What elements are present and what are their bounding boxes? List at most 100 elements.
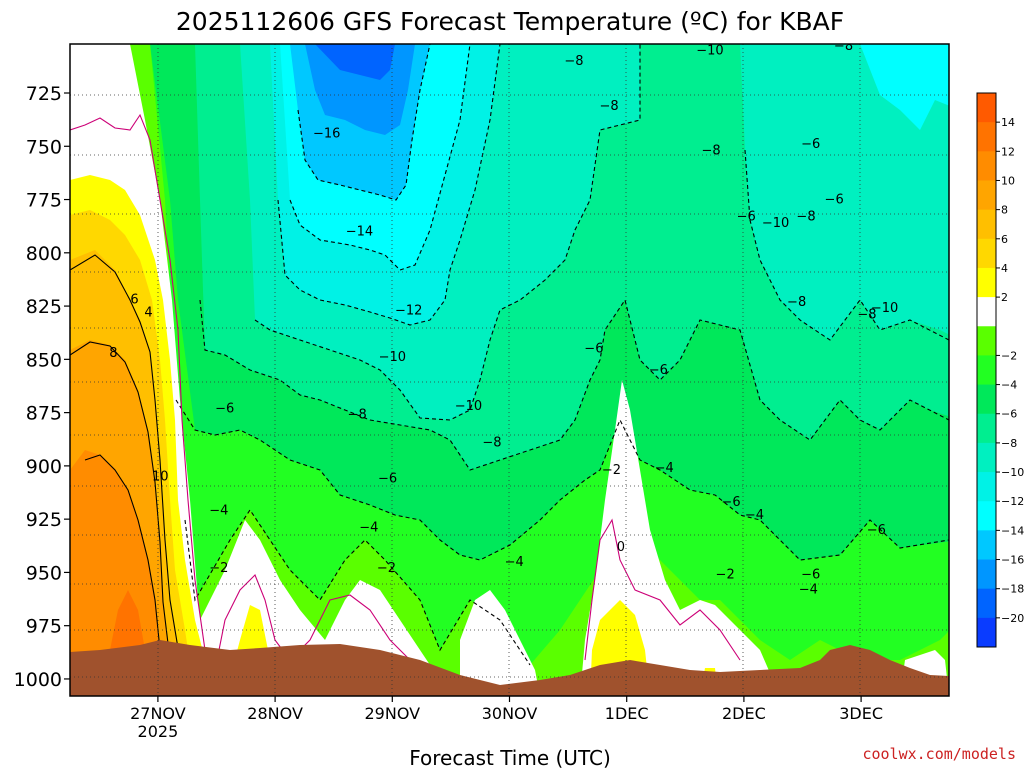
- colorbar-frame: [976, 92, 997, 648]
- colorbar-swatch: [977, 588, 996, 619]
- contour-label: −4: [505, 555, 524, 570]
- colorbar-tick-label: 2: [1001, 291, 1008, 304]
- y-tick-label: 850: [26, 349, 62, 371]
- colorbar-swatch: [977, 267, 996, 298]
- contour-label: −6: [721, 495, 740, 510]
- contour-minus-8-line: [254, 44, 641, 421]
- y-tick-label: 950: [26, 562, 62, 584]
- contour-label: −6: [215, 401, 234, 416]
- contour-label: −2: [209, 561, 228, 576]
- contour-label: −6: [825, 193, 844, 208]
- colorbar-tick-label: −8: [1001, 437, 1017, 450]
- colorbar-swatch: [977, 617, 996, 648]
- contour-lines: [70, 44, 949, 681]
- contour-minus-16-line: [297, 44, 431, 201]
- contour-label: −6: [737, 210, 756, 225]
- contour-label: −16: [313, 126, 340, 141]
- colorbar-tick-label: −10: [1001, 466, 1024, 479]
- contour-label: 6: [130, 293, 138, 308]
- contour-minus-6-line: [199, 298, 949, 471]
- colorbar-swatch: [977, 384, 996, 415]
- plot-area: 64810−6−4−2−16−14−12−10−8−6−4−2−10−8−4−8…: [70, 39, 949, 696]
- colorbar-tick-label: −2: [1001, 349, 1017, 362]
- x-tick-sublabel: 2025: [138, 722, 179, 741]
- x-tick-label: 3DEC: [839, 704, 883, 723]
- x-tick-label: 30NOV: [482, 704, 538, 723]
- colorbar-tick-label: −18: [1001, 583, 1024, 596]
- contour-label: −4: [359, 521, 378, 536]
- contour-label: −8: [348, 408, 367, 423]
- contour-labels: 64810−6−4−2−16−14−12−10−8−6−4−2−10−8−4−8…: [109, 39, 898, 597]
- contour-warm-line: [70, 254, 181, 661]
- colorbar-tick-label: −12: [1001, 495, 1024, 508]
- colorbar-tick-label: 8: [1001, 204, 1008, 217]
- colorbar-tick-label: −4: [1001, 379, 1017, 392]
- grid-lines: [70, 44, 949, 696]
- contour-label: −14: [346, 225, 373, 240]
- y-tick-label: 1000: [14, 669, 62, 691]
- contour-label: −2: [377, 561, 396, 576]
- contour-label: −4: [209, 504, 228, 519]
- surface-terrain: [70, 640, 949, 696]
- colorbar-swatch: [977, 530, 996, 561]
- colorbar-tick-label: 4: [1001, 262, 1008, 275]
- contour-warm-2-line: [70, 341, 171, 661]
- credit-label: coolwx.com/models: [862, 745, 1016, 763]
- contour-label: −8: [834, 39, 853, 54]
- contour-label: −8: [857, 308, 876, 323]
- contour-label: −8: [564, 54, 583, 69]
- x-axis-title: Forecast Time (UTC): [409, 746, 611, 768]
- y-tick-label: 900: [26, 456, 62, 478]
- contour-label: −10: [871, 301, 898, 316]
- contour-label: −6: [801, 137, 820, 152]
- colorbar-tick-label: 12: [1001, 145, 1015, 158]
- contour-label: −10: [762, 216, 789, 231]
- contour-label: −8: [600, 99, 619, 114]
- colorbar-swatch: [977, 209, 996, 240]
- y-tick-label: 800: [26, 243, 62, 265]
- colorbar-swatch: [977, 93, 996, 123]
- contour-minus-2-line: [184, 509, 531, 666]
- y-tick-label: 775: [26, 190, 62, 212]
- contour-zero-day4-line: [584, 518, 741, 661]
- contour-minus-4-line: [175, 399, 949, 561]
- contour-warm-3-line: [84, 454, 161, 651]
- chart-title: 2025112606 GFS Forecast Temperature (ºC)…: [176, 7, 844, 36]
- colorbar-tick-label: −20: [1001, 612, 1024, 625]
- colorbar-swatch: [977, 472, 996, 502]
- contour-label: −4: [799, 582, 818, 597]
- temperature-band-minus-10-east: [740, 44, 949, 340]
- colorbar-tick-label: 6: [1001, 233, 1008, 246]
- contour-label: −8: [482, 435, 501, 450]
- contour-label: −2: [602, 463, 621, 478]
- contour-label: −8: [701, 144, 720, 159]
- y-tick-label: 875: [26, 403, 62, 425]
- colorbar-swatch: [977, 122, 996, 152]
- y-tick-label: 825: [26, 296, 62, 318]
- temperature-band-near-zero-day2: [460, 590, 540, 696]
- x-tick-label: 27NOV: [130, 704, 186, 723]
- colorbar-tick-label: −6: [1001, 408, 1017, 421]
- y-tick-label: 925: [26, 509, 62, 531]
- colorbar-swatch: [977, 238, 996, 269]
- colorbar-swatch: [977, 297, 996, 327]
- contour-label: −6: [867, 523, 886, 538]
- contour-label: −10: [379, 350, 406, 365]
- colorbar-swatch: [977, 442, 996, 473]
- contour-minus-12-line: [277, 44, 501, 326]
- y-tick-label: 975: [26, 616, 62, 638]
- y-tick-label: 725: [26, 83, 62, 105]
- contour-minus-8-east-line: [744, 149, 949, 341]
- x-tick-label: 1DEC: [605, 704, 649, 723]
- colorbar-swatch: [977, 180, 996, 211]
- x-tick-label: 29NOV: [365, 704, 421, 723]
- contour-label: −8: [787, 295, 806, 310]
- contour-label: −4: [745, 508, 764, 523]
- colorbar: 14 12 10 8 6 4 2 −2 −4 −6 −8 −10 −12 −14 −16 −18 −20: [976, 92, 1024, 648]
- colorbar-tick-label: 10: [1001, 174, 1015, 187]
- contour-zero-line: [70, 113, 211, 681]
- contour-label: −8: [796, 210, 815, 225]
- colorbar-swatch: [977, 501, 996, 531]
